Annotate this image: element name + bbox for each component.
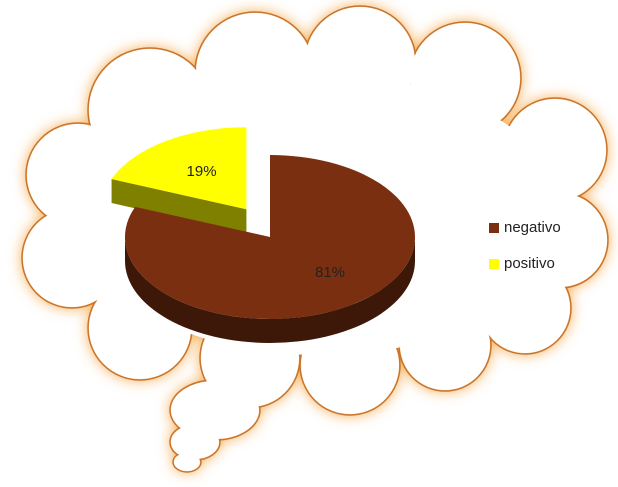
legend-label: negativo <box>504 219 561 236</box>
plot: 81% 19% negativo positivo <box>111 127 561 343</box>
legend-label: positivo <box>504 255 555 272</box>
legend-swatch <box>489 223 499 233</box>
legend-swatch <box>489 259 499 269</box>
slice <box>111 127 247 210</box>
slice <box>124 155 416 319</box>
slice-side <box>125 237 415 343</box>
slice-wall <box>111 179 247 234</box>
data-label: 81% <box>315 264 345 281</box>
data-label: 19% <box>187 163 217 180</box>
